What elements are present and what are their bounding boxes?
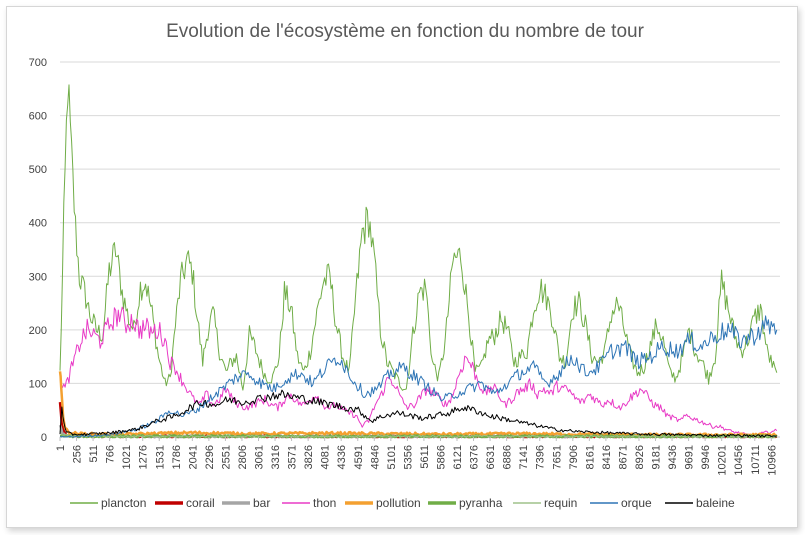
x-tick-label: 4591 [353, 445, 365, 469]
chart-frame [6, 6, 798, 528]
x-tick-label: 8161 [584, 445, 596, 469]
y-tick-label: 600 [29, 111, 47, 123]
legend-label-bar: bar [253, 496, 270, 510]
x-tick-label: 3826 [303, 445, 315, 469]
x-tick-label: 6121 [452, 445, 464, 469]
x-tick-label: 9946 [700, 445, 712, 469]
legend: plancton corail bar thon pollution pyranha req… [70, 496, 735, 510]
legend-label-thon: thon [313, 496, 336, 510]
x-tick-label: 6631 [485, 445, 497, 469]
x-tick-label: 1021 [121, 445, 133, 469]
x-tick-label: 10966 [766, 445, 778, 476]
x-tick-label: 9181 [651, 445, 663, 469]
series-line-pollution [58, 371, 778, 438]
y-tick-label: 0 [41, 432, 47, 444]
x-tick-label: 1786 [171, 445, 183, 469]
y-tick-label: 400 [29, 218, 47, 230]
series-layer [58, 84, 778, 439]
y-axis: 0 100 200 300 400 500 600 700 [29, 57, 47, 444]
x-tick-label: 766 [105, 445, 117, 463]
x-tick-label: 8926 [634, 445, 646, 469]
legend-label-pollution: pollution [376, 496, 421, 510]
x-tick-label: 10456 [733, 445, 745, 476]
y-tick-label: 100 [29, 378, 47, 390]
y-tick-label: 200 [29, 325, 47, 337]
x-tick-label: 7141 [518, 445, 530, 469]
x-tick-label: 3061 [254, 445, 266, 469]
legend-label-baleine: baleine [696, 496, 735, 510]
x-tick-label: 9436 [667, 445, 679, 469]
chart-title: Evolution de l'écosystème en fonction du… [166, 21, 645, 42]
x-axis: 1 256 511 766 1021 1276 1531 1786 2041 2296 2551 28… [55, 437, 778, 476]
x-tick-label: 1 [55, 445, 67, 451]
x-tick-label: 3316 [270, 445, 282, 469]
legend-label-plancton: plancton [101, 496, 146, 510]
legend-label-pyranha: pyranha [459, 496, 503, 510]
x-tick-label: 7651 [551, 445, 563, 469]
x-tick-label: 10201 [717, 445, 729, 476]
series-line-thon [59, 306, 778, 437]
legend-label-orque: orque [621, 496, 652, 510]
legend-label-corail: corail [186, 496, 215, 510]
x-tick-label: 4336 [336, 445, 348, 469]
series-line-baleine [59, 389, 777, 438]
series-line-orque [59, 315, 778, 438]
x-tick-label: 4081 [320, 445, 332, 469]
x-tick-label: 6376 [469, 445, 481, 469]
x-tick-label: 9691 [684, 445, 696, 469]
series-line-plancton [59, 84, 778, 391]
x-tick-label: 5101 [386, 445, 398, 469]
x-tick-label: 4846 [369, 445, 381, 469]
y-tick-label: 500 [29, 164, 47, 176]
x-tick-label: 5611 [419, 445, 431, 469]
x-tick-label: 1531 [154, 445, 166, 469]
x-tick-label: 7906 [568, 445, 580, 469]
x-tick-label: 511 [88, 445, 100, 463]
x-tick-label: 2041 [187, 445, 199, 469]
x-tick-label: 5356 [402, 445, 414, 469]
x-tick-label: 7396 [535, 445, 547, 469]
x-tick-label: 10711 [750, 445, 762, 475]
x-tick-label: 1276 [138, 445, 150, 469]
x-tick-label: 2296 [204, 445, 216, 469]
x-tick-label: 2551 [220, 445, 232, 469]
series-line-requin [59, 430, 777, 438]
y-tick-label: 300 [29, 271, 47, 283]
x-tick-label: 8416 [601, 445, 613, 469]
x-tick-label: 8671 [617, 445, 629, 469]
x-tick-label: 256 [72, 445, 84, 463]
y-tick-label: 700 [29, 57, 47, 69]
x-tick-label: 2806 [237, 445, 249, 469]
legend-label-requin: requin [544, 496, 577, 510]
x-tick-label: 6886 [502, 445, 514, 469]
x-tick-label: 3571 [287, 445, 299, 469]
x-tick-label: 5866 [435, 445, 447, 469]
